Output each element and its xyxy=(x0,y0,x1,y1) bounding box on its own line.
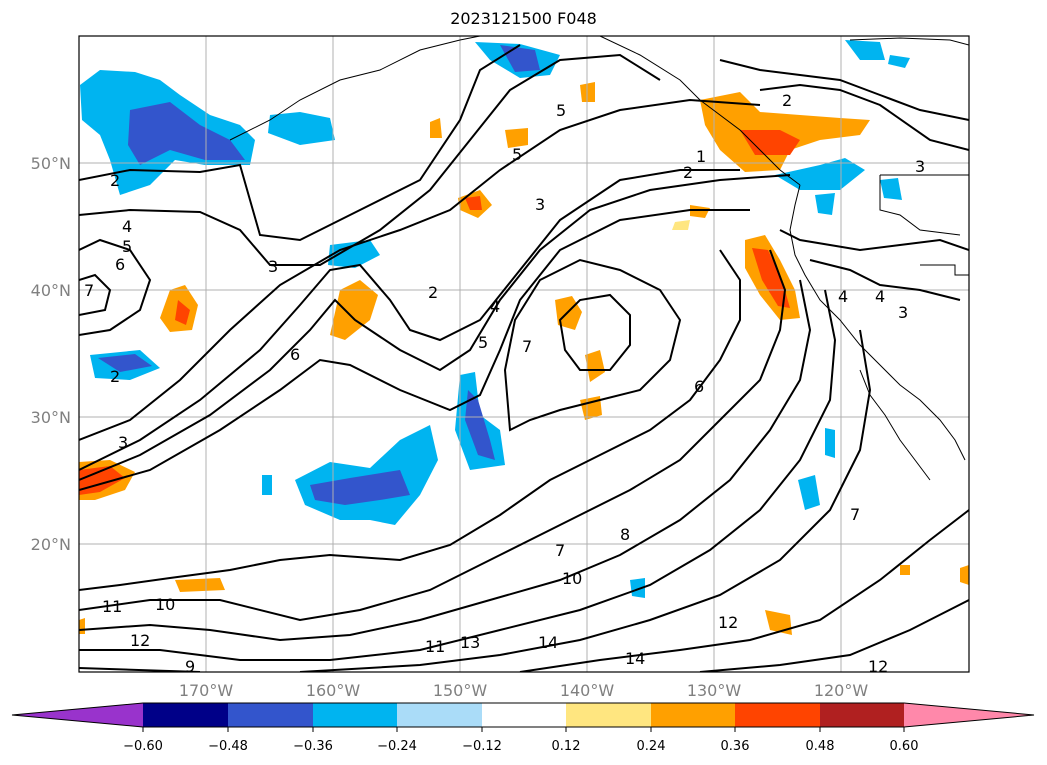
contour-lines xyxy=(79,44,969,672)
lon-label: 140°W xyxy=(560,681,615,700)
contour-label: 4 xyxy=(838,287,848,306)
contour-label: 14 xyxy=(625,649,645,668)
contour-label: 2 xyxy=(782,91,792,110)
lat-label: 50°N xyxy=(31,154,71,173)
lon-label: 130°W xyxy=(687,681,742,700)
lat-label: 20°N xyxy=(31,535,71,554)
contour-label: 3 xyxy=(268,257,278,276)
contour-label: 4 xyxy=(122,217,132,236)
contour-label: 12 xyxy=(130,631,150,650)
chart-title: 2023121500 F048 xyxy=(450,9,597,28)
colorbar-bin xyxy=(228,703,313,727)
colorbar-tick-label: −0.24 xyxy=(377,739,417,754)
colorbar-tick-label: 0.12 xyxy=(552,739,581,754)
longitude-labels: 170°W 160°W 150°W 140°W 130°W 120°W xyxy=(179,681,869,700)
colorbar: −0.60 −0.48 −0.36 −0.24 −0.12 0.12 0.24 … xyxy=(11,702,1035,754)
colorbar-tick-label: 0.24 xyxy=(637,739,666,754)
colorbar-tick-label: −0.12 xyxy=(462,739,502,754)
contour-label: 6 xyxy=(115,255,125,274)
contour-label: 7 xyxy=(850,505,860,524)
contour-label: 9 xyxy=(185,657,195,676)
positive-anomaly-patches xyxy=(79,82,969,635)
lat-label: 40°N xyxy=(31,281,71,300)
contour-labels: 2 2 2 2 3 3 3 3 4 4 4 4 5 5 5 6 6 6 7 7 … xyxy=(84,91,925,676)
contour-label: 6 xyxy=(290,345,300,364)
colorbar-bin xyxy=(735,703,820,727)
colorbar-bin xyxy=(313,703,397,727)
contour-label: 12 xyxy=(718,613,738,632)
colorbar-bin xyxy=(651,703,735,727)
contour-label: 3 xyxy=(898,303,908,322)
contour-label: 14 xyxy=(538,633,558,652)
colorbar-tick-label: 0.48 xyxy=(806,739,835,754)
contour-label: 5 xyxy=(478,333,488,352)
contour-label: 4 xyxy=(875,287,885,306)
contour-label: 11 xyxy=(425,637,445,656)
colorbar-extend-high xyxy=(904,703,1034,727)
contour-label: 7 xyxy=(522,337,532,356)
colorbar-tick-label: −0.36 xyxy=(293,739,333,754)
contour-label: 5 xyxy=(556,101,566,120)
contour-label: 3 xyxy=(118,433,128,452)
colorbar-tick-label: −0.48 xyxy=(208,739,248,754)
contour-label: 1 xyxy=(696,147,706,166)
colorbar-bin xyxy=(143,703,228,727)
contour-label: 12 xyxy=(868,657,888,676)
lon-label: 170°W xyxy=(179,681,234,700)
contour-label: 11 xyxy=(102,597,122,616)
colorbar-tick-label: 0.36 xyxy=(721,739,750,754)
contour-label: 3 xyxy=(915,157,925,176)
contour-label: 2 xyxy=(110,171,120,190)
contour-label: 5 xyxy=(122,237,132,256)
contour-label: 2 xyxy=(110,367,120,386)
lat-label: 30°N xyxy=(31,408,71,427)
contour-label: 7 xyxy=(555,541,565,560)
map-frame xyxy=(78,35,970,673)
contour-label: 2 xyxy=(428,283,438,302)
contour-label: 3 xyxy=(535,195,545,214)
contour-label: 7 xyxy=(84,281,94,300)
colorbar-bin xyxy=(482,703,566,727)
negative-anomaly-patches xyxy=(80,40,910,598)
contour-label: 2 xyxy=(683,163,693,182)
lon-label: 150°W xyxy=(433,681,488,700)
lon-label: 160°W xyxy=(306,681,361,700)
contour-label: 5 xyxy=(512,145,522,164)
colorbar-bin xyxy=(397,703,482,727)
contour-label: 10 xyxy=(562,569,582,588)
coastlines xyxy=(229,36,969,481)
colorbar-bin xyxy=(566,703,651,727)
colorbar-bin xyxy=(820,703,904,727)
latitude-labels: 50°N 40°N 30°N 20°N xyxy=(31,154,71,554)
lon-label: 120°W xyxy=(814,681,869,700)
contour-label: 4 xyxy=(490,297,500,316)
contour-label: 6 xyxy=(694,377,704,396)
contour-label: 13 xyxy=(460,633,480,652)
colorbar-tick-label: 0.60 xyxy=(890,739,919,754)
contour-label: 8 xyxy=(620,525,630,544)
colorbar-tick-label: −0.60 xyxy=(123,739,163,754)
colorbar-extend-low xyxy=(12,703,143,727)
contour-label: 10 xyxy=(155,595,175,614)
